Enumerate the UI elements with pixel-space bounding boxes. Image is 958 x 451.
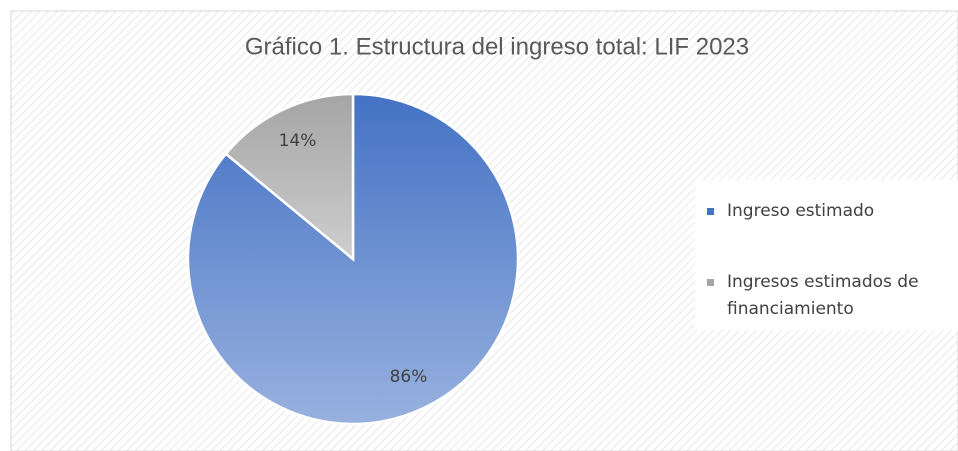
legend-item: Ingresos estimados de financiamiento — [707, 269, 949, 323]
legend-label: Ingreso estimado — [727, 201, 875, 221]
legend-label: Ingresos estimados de financiamiento — [727, 272, 919, 319]
data-label: 86% — [390, 367, 428, 387]
data-label: 14% — [279, 131, 317, 151]
legend: Ingreso estimado Ingresos estimados de fi… — [695, 180, 958, 330]
pie-slice — [224, 92, 355, 262]
legend-swatch — [707, 208, 714, 215]
chart-title: Gráfico 1. Estructura del ingreso total:… — [245, 33, 749, 60]
legend-swatch — [707, 279, 714, 286]
legend-item: Ingreso estimado — [707, 198, 949, 225]
